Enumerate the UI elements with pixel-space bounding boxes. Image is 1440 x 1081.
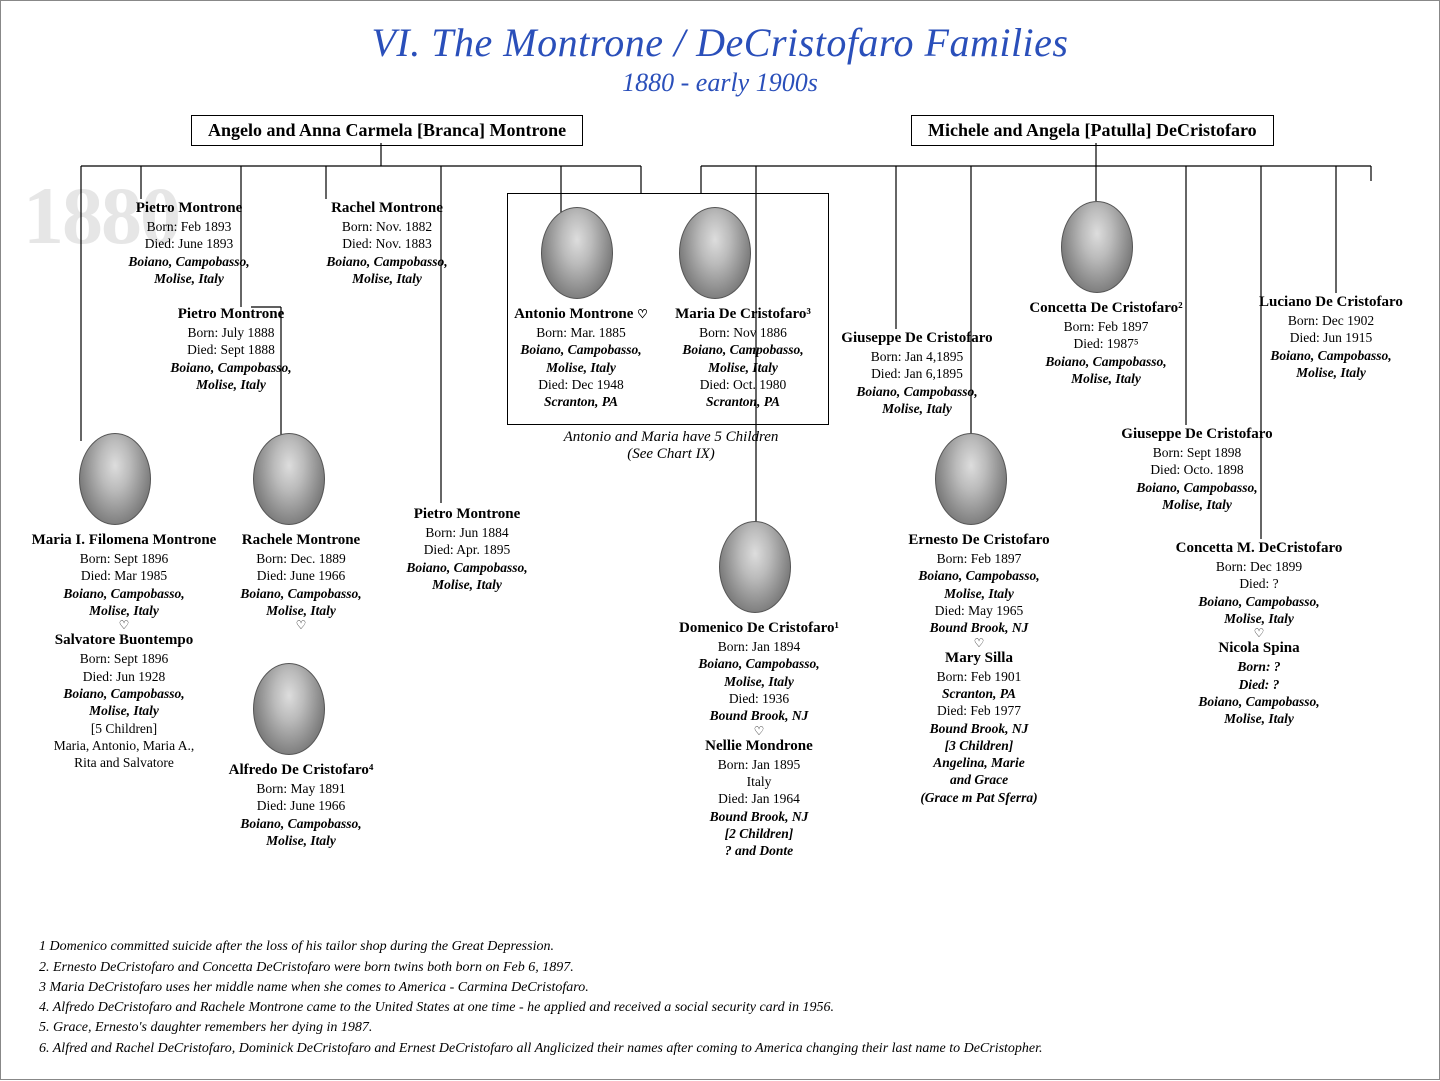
parent-right-box: Michele and Angela [Patulla] DeCristofar… [911,115,1274,146]
person-domenico: Domenico De Cristofaro¹ Born: Jan 1894 B… [649,619,869,859]
footnote-1: 1 Domenico committed suicide after the l… [39,937,1043,957]
page-subtitle: 1880 - early 1900s [1,68,1439,98]
parent-left-box: Angelo and Anna Carmela [Branca] Montron… [191,115,583,146]
person-ernesto: Ernesto De Cristofaro Born: Feb 1897 Boi… [879,531,1079,806]
person-concetta: Concetta De Cristofaro² Born: Feb 1897 D… [1001,299,1211,387]
person-rachel-1882: Rachel Montrone Born: Nov. 1882 Died: No… [287,199,487,287]
person-pietro-1888: Pietro Montrone Born: July 1888 Died: Se… [131,305,331,393]
person-maria-filomena: Maria I. Filomena Montrone Born: Sept 18… [19,531,229,771]
heart-icon: ♡ [211,619,391,631]
person-concetta-m: Concetta M. DeCristofaro Born: Dec 1899 … [1149,539,1369,728]
portrait-maria-dc [679,207,751,299]
person-giuseppe-1898: Giuseppe De Cristofaro Born: Sept 1898 D… [1097,425,1297,513]
person-alfredo: Alfredo De Cristofaro⁴ Born: May 1891 Di… [201,761,401,849]
footnote-6: 6. Alfred and Rachel DeCristofaro, Domin… [39,1039,1043,1059]
person-maria-dc: Maria De Cristofaro³ Born: Nov 1886 Boia… [653,305,833,411]
heart-icon: ♡ [879,637,1079,649]
heart-icon: ♡ [649,725,869,737]
person-rachele: Rachele Montrone Born: Dec. 1889 Died: J… [211,531,391,631]
footnote-3: 3 Maria DeCristofaro uses her middle nam… [39,978,1043,998]
person-luciano: Luciano De Cristofaro Born: Dec 1902 Die… [1231,293,1431,381]
couple-children-note: Antonio and Maria have 5 Children(See Ch… [531,429,811,463]
portrait-maria-filomena [79,433,151,525]
footnote-4: 4. Alfredo DeCristofaro and Rachele Mont… [39,998,1043,1018]
portrait-ernesto [935,433,1007,525]
heart-icon: ♡ [637,307,648,321]
portrait-antonio [541,207,613,299]
portrait-alfredo [253,663,325,755]
heart-icon: ♡ [19,619,229,631]
portrait-domenico [719,521,791,613]
portrait-concetta [1061,201,1133,293]
footnote-5: 5. Grace, Ernesto's daughter remembers h… [39,1018,1043,1038]
person-pietro-1893: Pietro Montrone Born: Feb 1893 Died: Jun… [89,199,289,287]
person-giuseppe-1895: Giuseppe De Cristofaro Born: Jan 4,1895 … [817,329,1017,417]
page-title: VI. The Montrone / DeCristofaro Families [1,19,1439,66]
person-antonio: Antonio Montrone ♡ Born: Mar. 1885 Boian… [501,305,661,411]
portrait-rachele [253,433,325,525]
person-pietro-1884: Pietro Montrone Born: Jun 1884 Died: Apr… [377,505,557,593]
footnote-2: 2. Ernesto DeCristofaro and Concetta DeC… [39,958,1043,978]
footnotes: 1 Domenico committed suicide after the l… [39,937,1043,1059]
heart-icon: ♡ [1149,627,1369,639]
